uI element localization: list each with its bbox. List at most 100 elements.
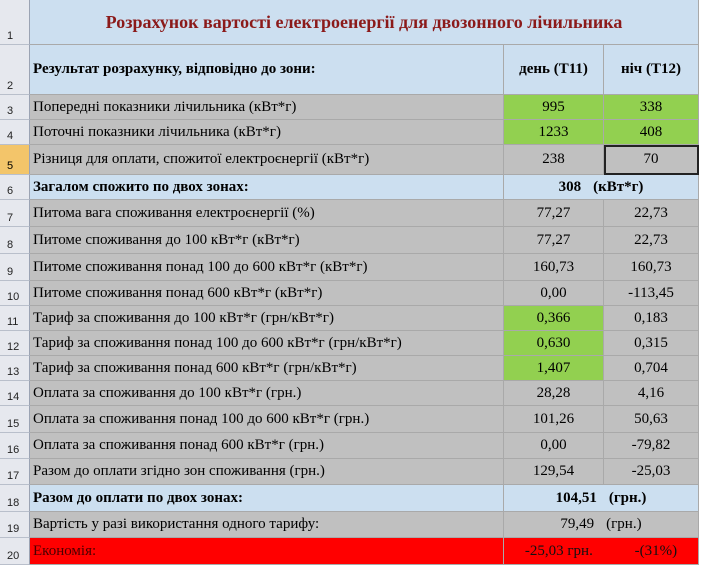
row-number[interactable]: 14	[0, 381, 30, 406]
night-value-cell[interactable]: -79,82	[604, 433, 699, 459]
sheet-row-1: 1 Розрахунок вартості електроенергії для…	[0, 0, 703, 45]
row-number[interactable]: 15	[0, 406, 30, 433]
day-value-cell[interactable]: 129,54	[504, 459, 604, 485]
label-cell[interactable]: Тариф за споживання до 100 кВт*г (грн/кВ…	[30, 306, 504, 331]
day-value-cell[interactable]: 0,00	[504, 433, 604, 459]
label-cell[interactable]: Питоме споживання понад 600 кВт*г (кВт*г…	[30, 281, 504, 306]
row-number[interactable]: 17	[0, 459, 30, 485]
day-value-cell[interactable]: 0,00	[504, 281, 604, 306]
single-tariff-value: 79,49	[560, 516, 595, 532]
row-number[interactable]: 4	[0, 120, 30, 145]
night-value-cell[interactable]: 0,183	[604, 306, 699, 331]
night-value-cell[interactable]: 0,704	[604, 356, 699, 381]
header-label-cell[interactable]: Результат розрахунку, відповідно до зони…	[30, 45, 504, 95]
sheet-row-20: 20 Економія: -25,03 грн. -(31%)	[0, 538, 703, 565]
night-value-cell[interactable]: -113,45	[604, 281, 699, 306]
label-cell[interactable]: Питоме споживання до 100 кВт*г (кВт*г)	[30, 227, 504, 254]
row-number[interactable]: 1	[0, 0, 30, 45]
sheet-row-12: 12 Тариф за споживання понад 100 до 600 …	[0, 331, 703, 356]
night-value-cell[interactable]: 0,315	[604, 331, 699, 356]
day-value-cell[interactable]: 77,27	[504, 227, 604, 254]
day-tariff-input-cell[interactable]: 0,630	[504, 331, 604, 356]
row-number-selected[interactable]: 5	[0, 145, 30, 175]
total-payment-label-cell[interactable]: Разом до оплати по двох зонах:	[30, 485, 504, 512]
row-number[interactable]: 20	[0, 538, 30, 565]
row-number[interactable]: 2	[0, 45, 30, 95]
total-payment-value-cell[interactable]: 104,51 (грн.)	[504, 485, 699, 512]
day-tariff-input-cell[interactable]: 0,366	[504, 306, 604, 331]
row-number[interactable]: 7	[0, 200, 30, 227]
label-cell[interactable]: Різниця для оплати, спожитої електроєнер…	[30, 145, 504, 175]
label-cell[interactable]: Поточні показники лічильника (кВт*г)	[30, 120, 504, 145]
row-number[interactable]: 11	[0, 306, 30, 331]
sheet-row-5: 5 Різниця для оплати, спожитої електроєн…	[0, 145, 703, 175]
row-number[interactable]: 10	[0, 281, 30, 306]
day-tariff-input-cell[interactable]: 1,407	[504, 356, 604, 381]
sheet-row-4: 4 Поточні показники лічильника (кВт*г) 1…	[0, 120, 703, 145]
day-value-cell[interactable]: 101,26	[504, 406, 604, 433]
sheet-row-9: 9 Питоме споживання понад 100 до 600 кВт…	[0, 254, 703, 281]
economy-percent: -(31%)	[634, 542, 678, 559]
single-tariff-value-cell[interactable]: 79,49 (грн.)	[504, 512, 699, 538]
sheet-row-16: 16 Оплата за споживання понад 600 кВт*г …	[0, 433, 703, 459]
row-number[interactable]: 12	[0, 331, 30, 356]
economy-amount: -25,03 грн.	[524, 542, 593, 559]
selected-cell[interactable]: 70	[604, 145, 699, 175]
night-input-cell[interactable]: 338	[604, 95, 699, 120]
row-number[interactable]: 3	[0, 95, 30, 120]
total-label-cell[interactable]: Загалом спожито по двох зонах:	[30, 175, 504, 200]
night-value-cell[interactable]: 50,63	[604, 406, 699, 433]
label-cell[interactable]: Питоме споживання понад 100 до 600 кВт*г…	[30, 254, 504, 281]
label-cell[interactable]: Разом до оплати згідно зон споживання (г…	[30, 459, 504, 485]
total-value-cell[interactable]: 308 (кВт*г)	[504, 175, 699, 200]
night-value-cell[interactable]: 22,73	[604, 227, 699, 254]
total-payment-unit: (грн.)	[608, 489, 647, 506]
night-value-cell[interactable]: 4,16	[604, 381, 699, 406]
day-value-cell[interactable]: 238	[504, 145, 604, 175]
sheet-row-2: 2 Результат розрахунку, відповідно до зо…	[0, 45, 703, 95]
night-value-cell[interactable]: 160,73	[604, 254, 699, 281]
sheet-row-6: 6 Загалом спожито по двох зонах: 308 (кВ…	[0, 175, 703, 200]
night-input-cell[interactable]: 408	[604, 120, 699, 145]
row-number[interactable]: 13	[0, 356, 30, 381]
row-number[interactable]: 9	[0, 254, 30, 281]
sheet-row-19: 19 Вартість у разі використання одного т…	[0, 512, 703, 538]
day-value-cell[interactable]: 160,73	[504, 254, 604, 281]
single-tariff-unit: (грн.)	[606, 516, 642, 532]
economy-label-cell[interactable]: Економія:	[30, 538, 504, 565]
sheet-row-14: 14 Оплата за споживання до 100 кВт*г (гр…	[0, 381, 703, 406]
label-cell[interactable]: Питома вага споживання електроєнергії (%…	[30, 200, 504, 227]
row-number[interactable]: 19	[0, 512, 30, 538]
night-value-cell[interactable]: 22,73	[604, 200, 699, 227]
total-value: 308	[558, 178, 582, 195]
sheet-row-13: 13 Тариф за споживання понад 600 кВт*г (…	[0, 356, 703, 381]
label-cell[interactable]: Оплата за споживання понад 600 кВт*г (гр…	[30, 433, 504, 459]
single-tariff-label-cell[interactable]: Вартість у разі використання одного тари…	[30, 512, 504, 538]
row-number[interactable]: 18	[0, 485, 30, 512]
day-value-cell[interactable]: 28,28	[504, 381, 604, 406]
economy-value-cell[interactable]: -25,03 грн. -(31%)	[504, 538, 699, 565]
sheet-right-margin	[699, 0, 703, 565]
row-number[interactable]: 6	[0, 175, 30, 200]
label-cell[interactable]: Оплата за споживання до 100 кВт*г (грн.)	[30, 381, 504, 406]
sheet-row-11: 11 Тариф за споживання до 100 кВт*г (грн…	[0, 306, 703, 331]
sheet-row-15: 15 Оплата за споживання понад 100 до 600…	[0, 406, 703, 433]
label-cell[interactable]: Тариф за споживання понад 100 до 600 кВт…	[30, 331, 504, 356]
row-number[interactable]: 16	[0, 433, 30, 459]
sheet-row-10: 10 Питоме споживання понад 600 кВт*г (кВ…	[0, 281, 703, 306]
row-number[interactable]: 8	[0, 227, 30, 254]
total-unit: (кВт*г)	[593, 178, 644, 195]
label-cell[interactable]: Тариф за споживання понад 600 кВт*г (грн…	[30, 356, 504, 381]
label-cell[interactable]: Попередні показники лічильника (кВт*г)	[30, 95, 504, 120]
day-input-cell[interactable]: 1233	[504, 120, 604, 145]
sheet-row-18: 18 Разом до оплати по двох зонах: 104,51…	[0, 485, 703, 512]
label-cell[interactable]: Оплата за споживання понад 100 до 600 кВ…	[30, 406, 504, 433]
header-day-cell[interactable]: день (Т11)	[504, 45, 604, 95]
night-value-cell[interactable]: -25,03	[604, 459, 699, 485]
day-input-cell[interactable]: 995	[504, 95, 604, 120]
sheet-row-7: 7 Питома вага споживання електроєнергії …	[0, 200, 703, 227]
header-night-cell[interactable]: ніч (Т12)	[604, 45, 699, 95]
day-value-cell[interactable]: 77,27	[504, 200, 604, 227]
sheet-title[interactable]: Розрахунок вартості електроенергії для д…	[30, 0, 699, 45]
